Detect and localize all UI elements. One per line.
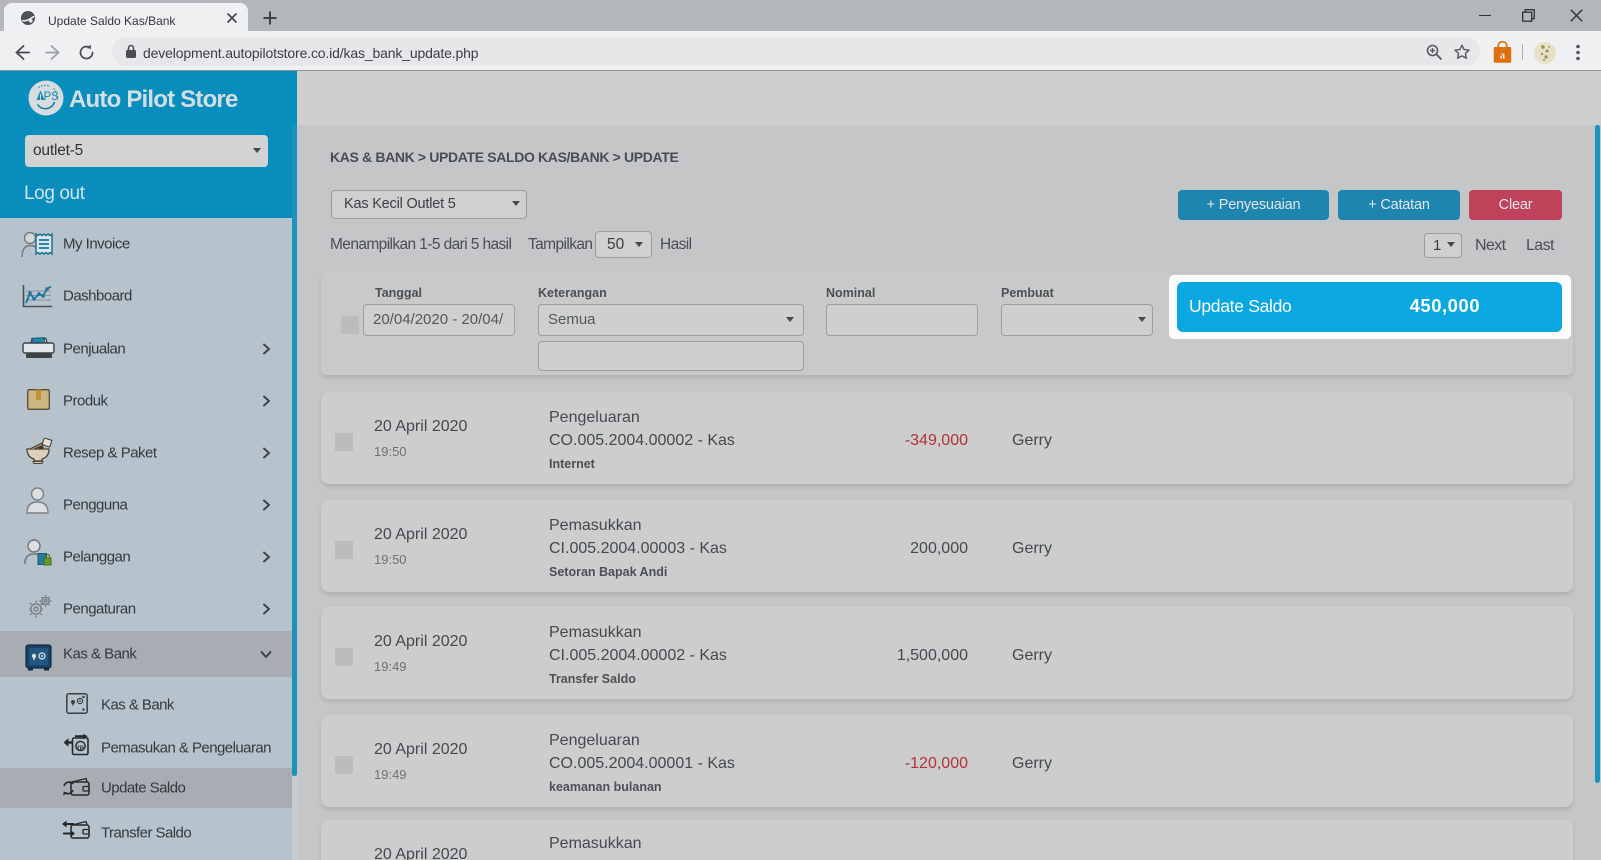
svg-text:rp: rp (77, 744, 84, 751)
svg-text:PS: PS (44, 91, 60, 103)
svg-text:a: a (1500, 51, 1506, 62)
